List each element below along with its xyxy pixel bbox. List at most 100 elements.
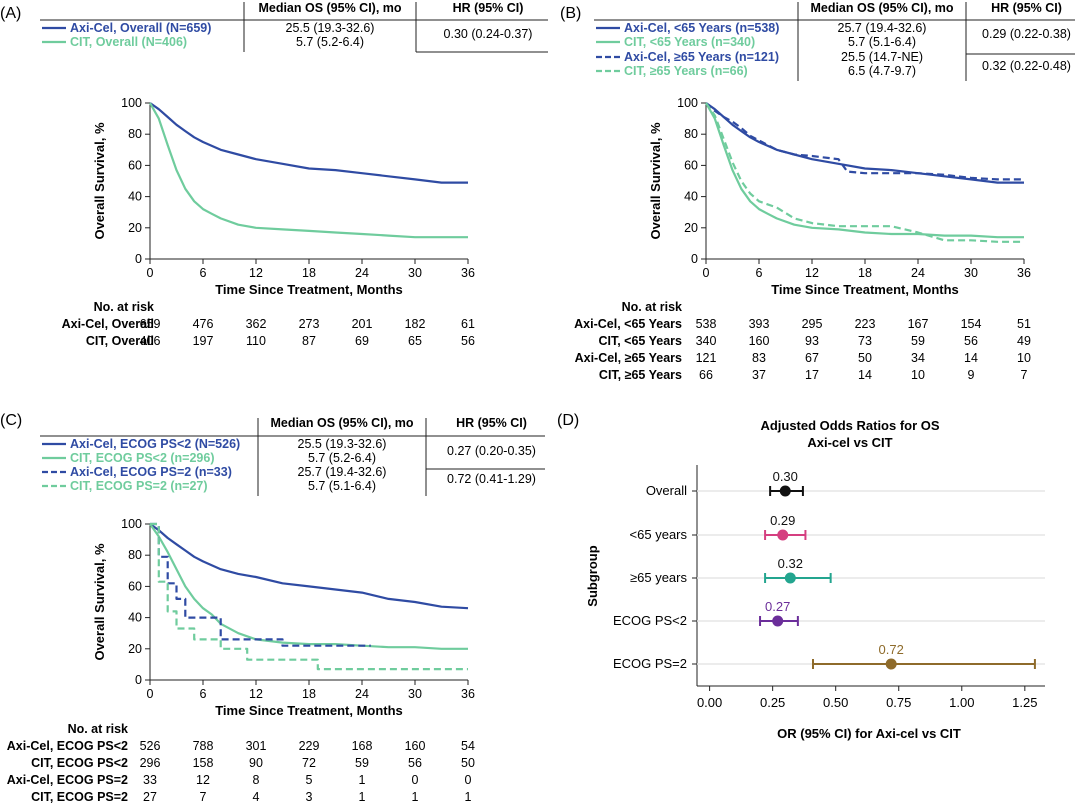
risk-value: 33 bbox=[143, 773, 157, 787]
table-header-median: Median OS (95% CI), mo bbox=[810, 1, 953, 15]
x-tick-label: 0.75 bbox=[886, 695, 911, 710]
risk-row-label: Axi-Cel, <65 Years bbox=[574, 317, 682, 331]
x-tick-label: 0 bbox=[147, 687, 154, 701]
risk-value: 476 bbox=[193, 317, 214, 331]
x-axis-label: Time Since Treatment, Months bbox=[771, 282, 959, 297]
km-curve-3 bbox=[705, 102, 1024, 181]
risk-value: 7 bbox=[1021, 368, 1028, 382]
km-curves bbox=[705, 102, 1024, 243]
risk-value: 1 bbox=[359, 773, 366, 787]
or-value-label: 0.72 bbox=[879, 642, 904, 657]
x-tick-label: 30 bbox=[408, 266, 422, 280]
risk-value: 1 bbox=[359, 790, 366, 804]
legend-label: CIT, Overall (N=406) bbox=[70, 35, 187, 49]
y-tick-label: 20 bbox=[128, 642, 142, 656]
risk-value: 362 bbox=[246, 317, 267, 331]
risk-value: 8 bbox=[253, 773, 260, 787]
km-curve-2 bbox=[149, 523, 468, 650]
risk-row-label: CIT, <65 Years bbox=[598, 334, 682, 348]
risk-value: 67 bbox=[805, 351, 819, 365]
x-tick-label: 0 bbox=[147, 266, 154, 280]
risk-value: 201 bbox=[352, 317, 373, 331]
risk-value: 61 bbox=[461, 317, 475, 331]
y-axis-label: Overall Survival, % bbox=[648, 122, 663, 240]
risk-value: 182 bbox=[405, 317, 426, 331]
y-tick-label: 60 bbox=[128, 579, 142, 593]
hr-value: 0.72 (0.41-1.29) bbox=[447, 472, 536, 486]
x-tick-label: 1.00 bbox=[949, 695, 974, 710]
risk-value: 4 bbox=[253, 790, 260, 804]
or-value-label: 0.30 bbox=[773, 469, 798, 484]
forest-title-line2: Axi-cel vs CIT bbox=[807, 435, 892, 450]
risk-value: 72 bbox=[302, 756, 316, 770]
x-tick-label: 0.25 bbox=[760, 695, 785, 710]
km-curve-2 bbox=[705, 102, 1024, 239]
km-curve-2 bbox=[149, 102, 468, 239]
x-axis-label: Time Since Treatment, Months bbox=[215, 703, 403, 718]
x-tick-label: 36 bbox=[1017, 266, 1031, 280]
median-value: 5.7 (5.2-6.4) bbox=[296, 35, 364, 49]
x-tick-label: 18 bbox=[302, 687, 316, 701]
median-os-table: Median OS (95% CI), mo HR (95% CI) Axi-Cel… bbox=[594, 1, 1075, 81]
or-point bbox=[885, 658, 897, 670]
or-value-label: 0.29 bbox=[770, 513, 795, 528]
risk-row-label: Axi-Cel, Overall bbox=[62, 317, 154, 331]
subgroup-label: ECOG PS<2 bbox=[613, 613, 687, 628]
risk-value: 167 bbox=[908, 317, 929, 331]
risk-value: 1 bbox=[412, 790, 419, 804]
legend-label: Axi-Cel, ECOG PS=2 (n=33) bbox=[70, 465, 232, 479]
risk-value: 296 bbox=[140, 756, 161, 770]
risk-value: 9 bbox=[968, 368, 975, 382]
km-curves bbox=[149, 522, 469, 671]
median-value: 5.7 (5.2-6.4) bbox=[308, 451, 376, 465]
risk-value: 56 bbox=[964, 334, 978, 348]
x-tick-label: 18 bbox=[858, 266, 872, 280]
risk-value: 154 bbox=[961, 317, 982, 331]
x-tick-label: 0 bbox=[703, 266, 710, 280]
y-tick-label: 20 bbox=[684, 221, 698, 235]
km-axes: 0 20 40 60 80 100 0 6 12 18 24 30 36 Time Since Treat… bbox=[648, 96, 1031, 297]
x-tick-label: 0.00 bbox=[697, 695, 722, 710]
risk-row-label: Axi-Cel, ECOG PS<2 bbox=[7, 739, 128, 753]
subgroup-label: ECOG PS=2 bbox=[613, 656, 687, 671]
subgroup-label: ≥65 years bbox=[630, 570, 687, 585]
risk-value: 27 bbox=[143, 790, 157, 804]
km-curve-1 bbox=[149, 523, 469, 610]
table-header-hr: HR (95% CI) bbox=[456, 416, 527, 430]
risk-value: 1 bbox=[465, 790, 472, 804]
risk-value: 301 bbox=[246, 739, 267, 753]
y-tick-label: 0 bbox=[135, 252, 142, 266]
risk-value: 7 bbox=[200, 790, 207, 804]
risk-value: 5 bbox=[306, 773, 313, 787]
risk-value: 197 bbox=[193, 334, 214, 348]
risk-value: 340 bbox=[696, 334, 717, 348]
y-axis-label: Overall Survival, % bbox=[92, 543, 107, 661]
risk-table: No. at risk Axi-Cel, <65 Years 538 393 295 22… bbox=[574, 300, 1031, 382]
risk-value: 229 bbox=[299, 739, 320, 753]
risk-value: 50 bbox=[461, 756, 475, 770]
x-tick-label: 6 bbox=[756, 266, 763, 280]
x-tick-label: 36 bbox=[461, 687, 475, 701]
x-tick-label: 36 bbox=[461, 266, 475, 280]
hr-value: 0.32 (0.22-0.48) bbox=[982, 59, 1071, 73]
risk-title: No. at risk bbox=[94, 300, 154, 314]
legend-label: Axi-Cel, <65 Years (n=538) bbox=[624, 21, 779, 35]
risk-value: 160 bbox=[749, 334, 770, 348]
risk-value: 51 bbox=[1017, 317, 1031, 331]
risk-row-label: CIT, Overall bbox=[86, 334, 154, 348]
y-tick-label: 80 bbox=[684, 127, 698, 141]
risk-value: 538 bbox=[696, 317, 717, 331]
table-header-hr: HR (95% CI) bbox=[453, 1, 524, 15]
km-panel-c: Median OS (95% CI), mo HR (95% CI) Axi-Cel… bbox=[7, 416, 545, 804]
panel-label-b: (B) bbox=[560, 5, 581, 22]
y-tick-label: 100 bbox=[121, 517, 142, 531]
risk-row-label: CIT, ECOG PS=2 bbox=[31, 790, 128, 804]
y-axis-label: Overall Survival, % bbox=[92, 122, 107, 240]
table-header-hr: HR (95% CI) bbox=[991, 1, 1062, 15]
legend-label: CIT, <65 Years (n=340) bbox=[624, 35, 755, 49]
km-axes: 0 20 40 60 80 100 0 6 12 18 24 30 36 Time Since Treat… bbox=[92, 96, 475, 297]
y-tick-label: 20 bbox=[128, 221, 142, 235]
forest-panel-d: Adjusted Odds Ratios for OS Axi-cel vs CI… bbox=[585, 418, 1045, 741]
or-value-label: 0.27 bbox=[765, 599, 790, 614]
